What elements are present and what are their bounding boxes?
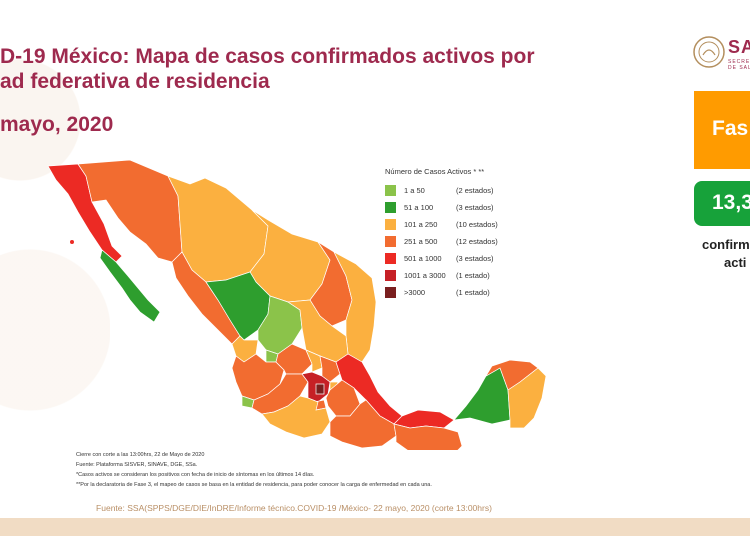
note-active-cases: *Casos activos se consideran los positiv… xyxy=(76,472,315,478)
legend-count: (12 estados) xyxy=(456,237,498,246)
background-ornament xyxy=(0,0,110,520)
legend-row: 1001 a 3000 (1 estado) xyxy=(385,267,516,284)
state-queretaro[interactable] xyxy=(305,349,323,373)
state-baja-california-sur[interactable] xyxy=(99,249,161,323)
source-line: Fuente: SSA(SPPS/DGE/DIE/InDRE/Informe t… xyxy=(96,503,492,513)
logo-brand: SAL xyxy=(728,37,750,57)
legend-range: 1001 a 3000 xyxy=(404,271,446,280)
legend-swatch xyxy=(385,185,396,196)
active-count-box: 13,3 xyxy=(694,181,750,226)
state-ciudad-de-mexico[interactable] xyxy=(315,383,325,395)
legend-row: >3000 (1 estado) xyxy=(385,284,516,301)
seal-icon xyxy=(693,36,725,68)
active-count-label: confirm acti xyxy=(702,237,750,270)
legend-swatch xyxy=(385,253,396,264)
legend-row: 1 a 50 (2 estados) xyxy=(385,182,516,199)
state-campeche[interactable] xyxy=(453,367,511,425)
state-quintana-roo[interactable] xyxy=(507,367,547,429)
active-count-value: 13,3 xyxy=(712,191,750,214)
legend-row: 251 a 500 (12 estados) xyxy=(385,233,516,250)
legend-range: 101 a 250 xyxy=(404,220,438,229)
legend-swatch xyxy=(385,202,396,213)
legend-swatch xyxy=(385,236,396,247)
legend-count: (3 estados) xyxy=(456,254,494,263)
legend-count: (3 estados) xyxy=(456,203,494,212)
legend-count: (1 estado) xyxy=(456,288,490,297)
legend-swatch xyxy=(385,219,396,230)
legend-swatch xyxy=(385,287,396,298)
footnotes: Cierre con corte a las 13:00hrs, 22 de M… xyxy=(76,450,432,490)
logo-brand-sub: SECRETARÍA DE SALUD xyxy=(728,59,750,71)
legend-swatch xyxy=(385,270,396,281)
state-tabasco[interactable] xyxy=(393,409,455,429)
note-source: Fuente: Plataforma SISVER, SINAVE, DGE, … xyxy=(76,462,198,468)
legend-title: Número de Casos Activos * ** xyxy=(385,167,485,176)
island-tiburon xyxy=(132,216,136,220)
mexico-map xyxy=(47,159,547,450)
phase-box: Fas xyxy=(694,91,750,169)
legend-row: 101 a 250 (10 estados) xyxy=(385,216,516,233)
island-socorro xyxy=(140,308,144,312)
page-title: D-19 México: Mapa de casos confirmados a… xyxy=(0,45,535,93)
note-cutoff: Cierre con corte a las 13:00hrs, 22 de M… xyxy=(76,452,205,458)
legend-range: 1 a 50 xyxy=(404,186,425,195)
state-chiapas[interactable] xyxy=(393,423,463,450)
legend-range: 251 a 500 xyxy=(404,237,438,246)
island-guadalupe xyxy=(70,240,74,244)
phase-label: Fas xyxy=(712,117,749,140)
report-date: mayo, 2020 xyxy=(0,113,114,136)
state-guerrero[interactable] xyxy=(261,395,331,439)
map-legend: Número de Casos Activos * ** 1 a 50 (2 e… xyxy=(385,167,516,301)
legend-count: (10 estados) xyxy=(456,220,498,229)
note-phase3: **Por la declaratoria de Fase 3, el mape… xyxy=(76,482,432,488)
legend-count: (2 estados) xyxy=(456,186,494,195)
legend-count: (1 estado) xyxy=(456,271,490,280)
legend-range: >3000 xyxy=(404,288,426,297)
salud-logo: SAL SECRETARÍA DE SALUD xyxy=(692,35,750,71)
legend-row: 501 a 1000 (3 estados) xyxy=(385,250,516,267)
legend-range: 501 a 1000 xyxy=(404,254,442,263)
bottom-band xyxy=(0,518,750,536)
legend-range: 51 a 100 xyxy=(404,203,434,212)
legend-row: 51 a 100 (3 estados) xyxy=(385,199,516,216)
